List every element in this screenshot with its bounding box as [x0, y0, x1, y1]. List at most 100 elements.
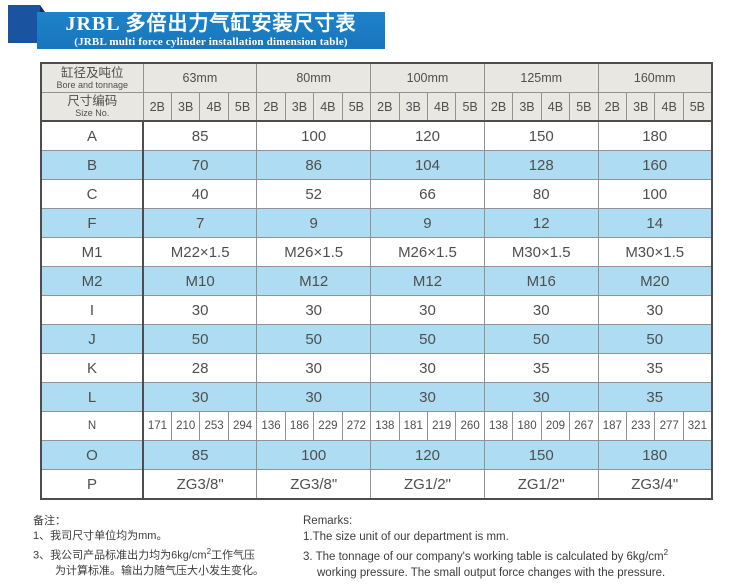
value-cell: 12	[483, 208, 599, 238]
value-cell: ZG1/2"	[370, 469, 485, 500]
value-cell: ZG1/2"	[483, 469, 599, 500]
value-cell: 100	[597, 179, 713, 209]
notes-chinese: 备注： 1、我司尺寸单位均为mm。 3、我公司产品标准出力均为6kg/cm2工作…	[33, 514, 264, 579]
value-cell: 150	[483, 440, 599, 470]
value-cell: 180	[597, 120, 713, 151]
value-cell: 272	[341, 411, 372, 441]
value-cell: 233	[626, 411, 656, 441]
table-row: C 40 52 66 80 100	[40, 179, 713, 209]
value-cell: M12	[256, 266, 372, 296]
value-cell: 30	[256, 353, 372, 383]
size-code-header: 2B	[597, 92, 628, 122]
title-banner: JRBL 多倍出力气缸安装尺寸表 (JRBL multi force cylin…	[37, 12, 385, 49]
notes-zh-line2: 3、我公司产品标准出力均为6kg/cm2工作气压	[33, 547, 256, 562]
corner-cell-size: 尺寸编码 Size No.	[40, 92, 144, 122]
notes-en-line1: 1.The size unit of our department is mm.	[303, 531, 509, 543]
value-cell: M30×1.5	[483, 237, 599, 267]
value-cell: 104	[370, 150, 485, 180]
size-code-header: 5B	[341, 92, 372, 122]
value-cell: 30	[483, 382, 599, 412]
table-row: M2 M10 M12 M12 M16 M20	[40, 266, 713, 296]
value-cell: 128	[483, 150, 599, 180]
value-cell: 28	[142, 353, 258, 383]
corner-bore-label-zh: 缸径及吨位	[60, 65, 124, 80]
value-cell: 180	[597, 440, 713, 470]
size-code-header: 5B	[569, 92, 599, 122]
value-cell: ZG3/8"	[142, 469, 258, 500]
notes-en-line3: working pressure. The small output force…	[317, 566, 666, 579]
row-label: A	[40, 120, 144, 151]
table-row: L 30 30 30 30 35	[40, 382, 713, 412]
dimension-table-body: A 85 100 120 150 180 B 70 86 104 128 160 C 40 52 66 80 10…	[40, 120, 713, 500]
value-cell: 86	[256, 150, 372, 180]
size-code-header: 4B	[426, 92, 457, 122]
notes-zh-line3: 为计算标准。输出力随气压大小发生变化。	[55, 564, 264, 577]
row-label: L	[40, 382, 144, 412]
size-code-header: 3B	[284, 92, 315, 122]
value-cell: 136	[256, 411, 286, 441]
value-cell: 9	[256, 208, 372, 238]
value-cell: 30	[142, 295, 258, 325]
row-label: F	[40, 208, 144, 238]
value-cell: 219	[426, 411, 457, 441]
notes-zh-heading: 备注：	[33, 515, 66, 527]
row-label: K	[40, 353, 144, 383]
corner-size-label-en: Size No.	[75, 108, 110, 118]
row-label: I	[40, 295, 144, 325]
size-code-header: 4B	[199, 92, 229, 122]
value-cell: 30	[483, 295, 599, 325]
value-cell: 180	[512, 411, 542, 441]
bore-group-header: 160mm	[597, 62, 713, 93]
bore-group-header: 63mm	[142, 62, 258, 93]
page-title: JRBL 多倍出力气缸安装尺寸表	[65, 13, 357, 35]
notes-en-line2: 3. The tonnage of our company's working …	[303, 548, 669, 563]
value-cell: 52	[256, 179, 372, 209]
value-cell: 50	[483, 324, 599, 354]
row-label: C	[40, 179, 144, 209]
value-cell: 50	[142, 324, 258, 354]
value-cell: 35	[597, 353, 713, 383]
value-cell: 100	[256, 440, 372, 470]
value-cell: 253	[199, 411, 229, 441]
value-cell: 187	[597, 411, 628, 441]
value-cell: M10	[142, 266, 258, 296]
value-cell: 321	[682, 411, 713, 441]
value-cell: 35	[597, 382, 713, 412]
value-cell: M26×1.5	[256, 237, 372, 267]
size-code-header: 2B	[256, 92, 286, 122]
size-code-header: 4B	[313, 92, 343, 122]
value-cell: 80	[483, 179, 599, 209]
value-cell: 70	[142, 150, 258, 180]
dimension-table: 缸径及吨位 Bore and tonnage 63mm 80mm 100mm 125m…	[40, 62, 713, 500]
row-label: N	[40, 411, 144, 441]
value-cell: ZG3/4"	[597, 469, 713, 500]
value-cell: 50	[256, 324, 372, 354]
size-code-header: 5B	[682, 92, 713, 122]
row-label: J	[40, 324, 144, 354]
notes-english: Remarks: 1.The size unit of our departme…	[303, 513, 668, 581]
value-cell: 85	[142, 440, 258, 470]
value-cell: 160	[597, 150, 713, 180]
value-cell: 260	[455, 411, 485, 441]
table-row: J 50 50 50 50 50	[40, 324, 713, 354]
value-cell: 7	[142, 208, 258, 238]
value-cell: 120	[370, 440, 485, 470]
table-row: O 85 100 120 150 180	[40, 440, 713, 470]
table-row: F 7 9 9 12 14	[40, 208, 713, 238]
value-cell: M12	[370, 266, 485, 296]
ribbon-accent	[8, 5, 40, 43]
value-cell: M30×1.5	[597, 237, 713, 267]
value-cell: 30	[597, 295, 713, 325]
table-row: P ZG3/8" ZG3/8" ZG1/2" ZG1/2" ZG3/4"	[40, 469, 713, 500]
bore-group-header: 100mm	[370, 62, 485, 93]
size-code-header: 2B	[370, 92, 400, 122]
value-cell: 138	[483, 411, 514, 441]
notes-en-heading: Remarks:	[303, 515, 353, 527]
value-cell: 100	[256, 120, 372, 151]
value-cell: 66	[370, 179, 485, 209]
corner-bore-label-en: Bore and tonnage	[56, 79, 129, 90]
size-code-header: 3B	[398, 92, 428, 122]
value-cell: 30	[370, 353, 485, 383]
value-cell: 30	[256, 295, 372, 325]
value-cell: 181	[398, 411, 428, 441]
